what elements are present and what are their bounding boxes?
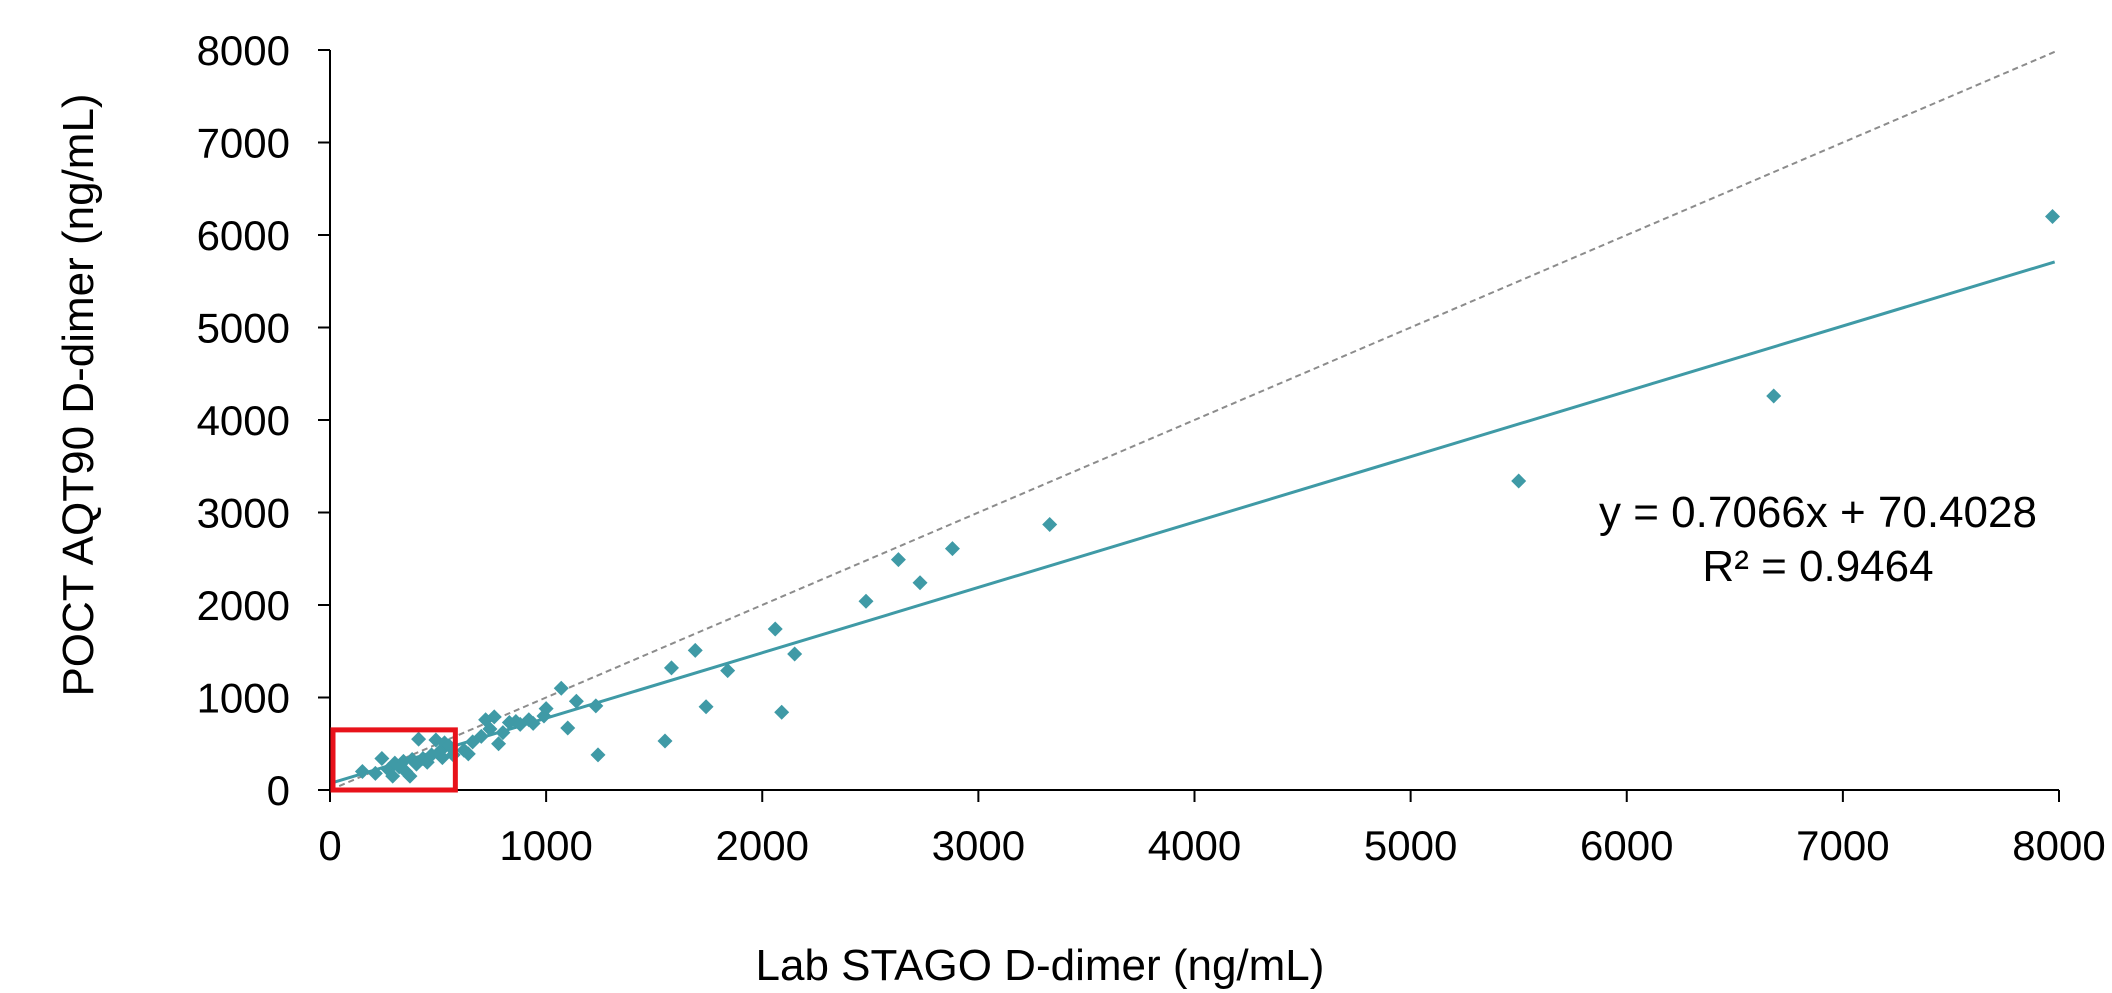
data-point [858, 593, 874, 609]
data-point [890, 552, 906, 568]
y-tick-label: 0 [267, 767, 290, 814]
data-point [1511, 473, 1527, 489]
data-point [944, 541, 960, 557]
axes [318, 49, 2060, 802]
data-point [385, 768, 401, 784]
data-point [482, 721, 498, 737]
data-point [698, 699, 714, 715]
data-point [354, 764, 370, 779]
data-point [720, 663, 736, 679]
x-tick-label: 8000 [2012, 822, 2105, 869]
data-point [588, 698, 604, 714]
x-tick-label: 7000 [1796, 822, 1889, 869]
y-tick-label: 4000 [197, 397, 290, 444]
data-point [473, 728, 489, 744]
x-tick-label: 4000 [1148, 822, 1241, 869]
data-point [1042, 517, 1058, 533]
data-point [2045, 209, 2061, 224]
data-point [590, 747, 606, 763]
data-point [774, 704, 790, 720]
data-point [553, 680, 569, 696]
x-tick-label: 0 [318, 822, 341, 869]
data-point [787, 646, 803, 662]
x-tick-label: 5000 [1364, 822, 1457, 869]
data-point [491, 736, 507, 752]
x-tick-label: 6000 [1580, 822, 1673, 869]
fit-lines [329, 50, 2056, 791]
y-tick-label: 5000 [197, 305, 290, 352]
y-tick-label: 2000 [197, 582, 290, 629]
y-tick-label: 1000 [197, 675, 290, 722]
data-point [538, 701, 554, 717]
data-point [402, 768, 418, 784]
data-point [568, 693, 584, 709]
y-tick-label: 8000 [197, 27, 290, 74]
data-point [374, 751, 390, 767]
y-tick-label: 3000 [197, 490, 290, 537]
data-point [460, 746, 476, 762]
data-point [411, 731, 427, 747]
data-point [657, 733, 673, 749]
r-squared-label: R² = 0.9464 [1702, 542, 1933, 591]
equation-label: y = 0.7066x + 70.4028 [1599, 488, 2037, 537]
x-tick-label: 2000 [716, 822, 809, 869]
y-tick-label: 7000 [197, 120, 290, 167]
y-tick-label: 6000 [197, 212, 290, 259]
identity-line [329, 50, 2056, 791]
data-point [1766, 388, 1782, 404]
data-points [354, 209, 2061, 784]
trendline [329, 260, 2056, 785]
data-point [525, 715, 541, 731]
data-point [560, 720, 576, 736]
tick-labels: 0 1000 2000 3000 4000 5000 6000 7000 8000 0 1000 20… [197, 27, 2106, 869]
data-point [495, 725, 511, 741]
x-tick-label: 3000 [932, 822, 1025, 869]
data-point [486, 709, 502, 725]
highlight-box [330, 727, 458, 793]
y-axis-title: POCT AQT90 D-dimer (ng/mL) [54, 93, 103, 696]
data-point [663, 660, 679, 676]
data-point [767, 621, 783, 637]
data-point [367, 765, 383, 781]
x-tick-label: 1000 [499, 822, 592, 869]
data-point [912, 575, 928, 591]
data-point [434, 750, 450, 766]
x-axis-title: Lab STAGO D-dimer (ng/mL) [756, 941, 1325, 990]
data-point [687, 642, 703, 658]
